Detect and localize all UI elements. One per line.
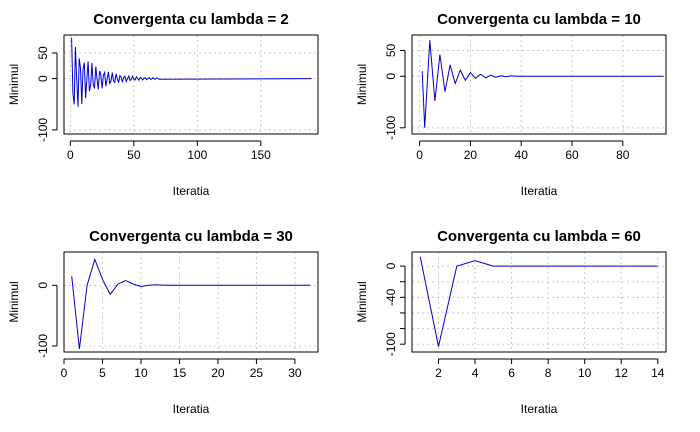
x-tick-label: 20	[211, 366, 225, 380]
x-tick-label: 10	[578, 366, 592, 380]
chart-panel-1: 0 50 100 150 -100 0 50 Convergenta cu lambda = …	[7, 11, 319, 198]
chart-panel-3: 0 5 10 15 20 25 30 -100 0 Convergenta cu lambda =…	[7, 228, 319, 416]
y-tick-label: 50	[36, 46, 50, 60]
x-tick-label: 0	[67, 148, 74, 162]
chart-title: Convergenta cu lambda = 60	[437, 228, 641, 245]
y-tick-label: 0	[384, 262, 398, 269]
x-tick-label: 6	[508, 366, 515, 380]
y-tick-label: 0	[384, 73, 398, 80]
chart-panel-4: 2 4 6 8 10 12 14 -100 -40 0 Convergenta cu lambda …	[355, 228, 667, 416]
x-axis-label: Iteratia	[521, 402, 558, 416]
series-line	[421, 40, 664, 128]
plot-frame	[63, 34, 319, 135]
y-tick-label: -100	[384, 332, 398, 356]
series-line	[419, 256, 658, 347]
x-tick-label: 150	[251, 148, 271, 162]
y-axis-label: Minimul	[355, 281, 369, 322]
y-tick-label: 0	[36, 75, 50, 82]
y-axis-label: Minimul	[7, 64, 21, 105]
x-tick-label: 20	[464, 148, 478, 162]
x-tick-label: 5	[99, 366, 106, 380]
x-tick-label: 15	[173, 366, 187, 380]
x-tick-label: 60	[565, 148, 579, 162]
series-line	[71, 257, 311, 350]
x-tick-label: 12	[615, 366, 629, 380]
x-tick-label: 0	[416, 148, 423, 162]
x-axis-label: Iteratia	[173, 402, 210, 416]
chart-title: Convergenta cu lambda = 30	[89, 228, 293, 245]
x-axis-label: Iteratia	[173, 184, 210, 198]
x-tick-label: 100	[187, 148, 207, 162]
x-tick-label: 80	[616, 148, 630, 162]
plot-frame	[411, 34, 667, 135]
x-tick-label: 30	[288, 366, 302, 380]
x-tick-label: 8	[545, 366, 552, 380]
chart-title: Convergenta cu lambda = 2	[93, 11, 288, 28]
x-tick-label: 10	[134, 366, 148, 380]
y-tick-label: -100	[36, 118, 50, 142]
x-tick-label: 50	[127, 148, 141, 162]
y-tick-label: -100	[384, 115, 398, 139]
x-tick-label: 25	[250, 366, 264, 380]
series-line	[71, 37, 312, 107]
chart-panel-2: 0 20 40 60 80 -100 0 50 Convergenta cu lambda = …	[355, 11, 667, 198]
y-axis-label: Minimul	[355, 64, 369, 105]
x-tick-label: 0	[61, 366, 68, 380]
x-tick-label: 40	[515, 148, 529, 162]
plot-frame	[411, 251, 667, 353]
y-tick-label: -100	[36, 334, 50, 358]
plot-frame	[63, 251, 319, 353]
x-tick-label: 2	[435, 366, 442, 380]
x-axis-label: Iteratia	[521, 184, 558, 198]
x-tick-label: 14	[651, 366, 665, 380]
chart-title: Convergenta cu lambda = 10	[437, 11, 641, 28]
y-tick-label: 50	[384, 43, 398, 57]
y-tick-label: -40	[384, 288, 398, 306]
y-tick-label: 0	[36, 282, 50, 289]
x-tick-label: 4	[472, 366, 479, 380]
y-axis-label: Minimul	[7, 281, 21, 322]
